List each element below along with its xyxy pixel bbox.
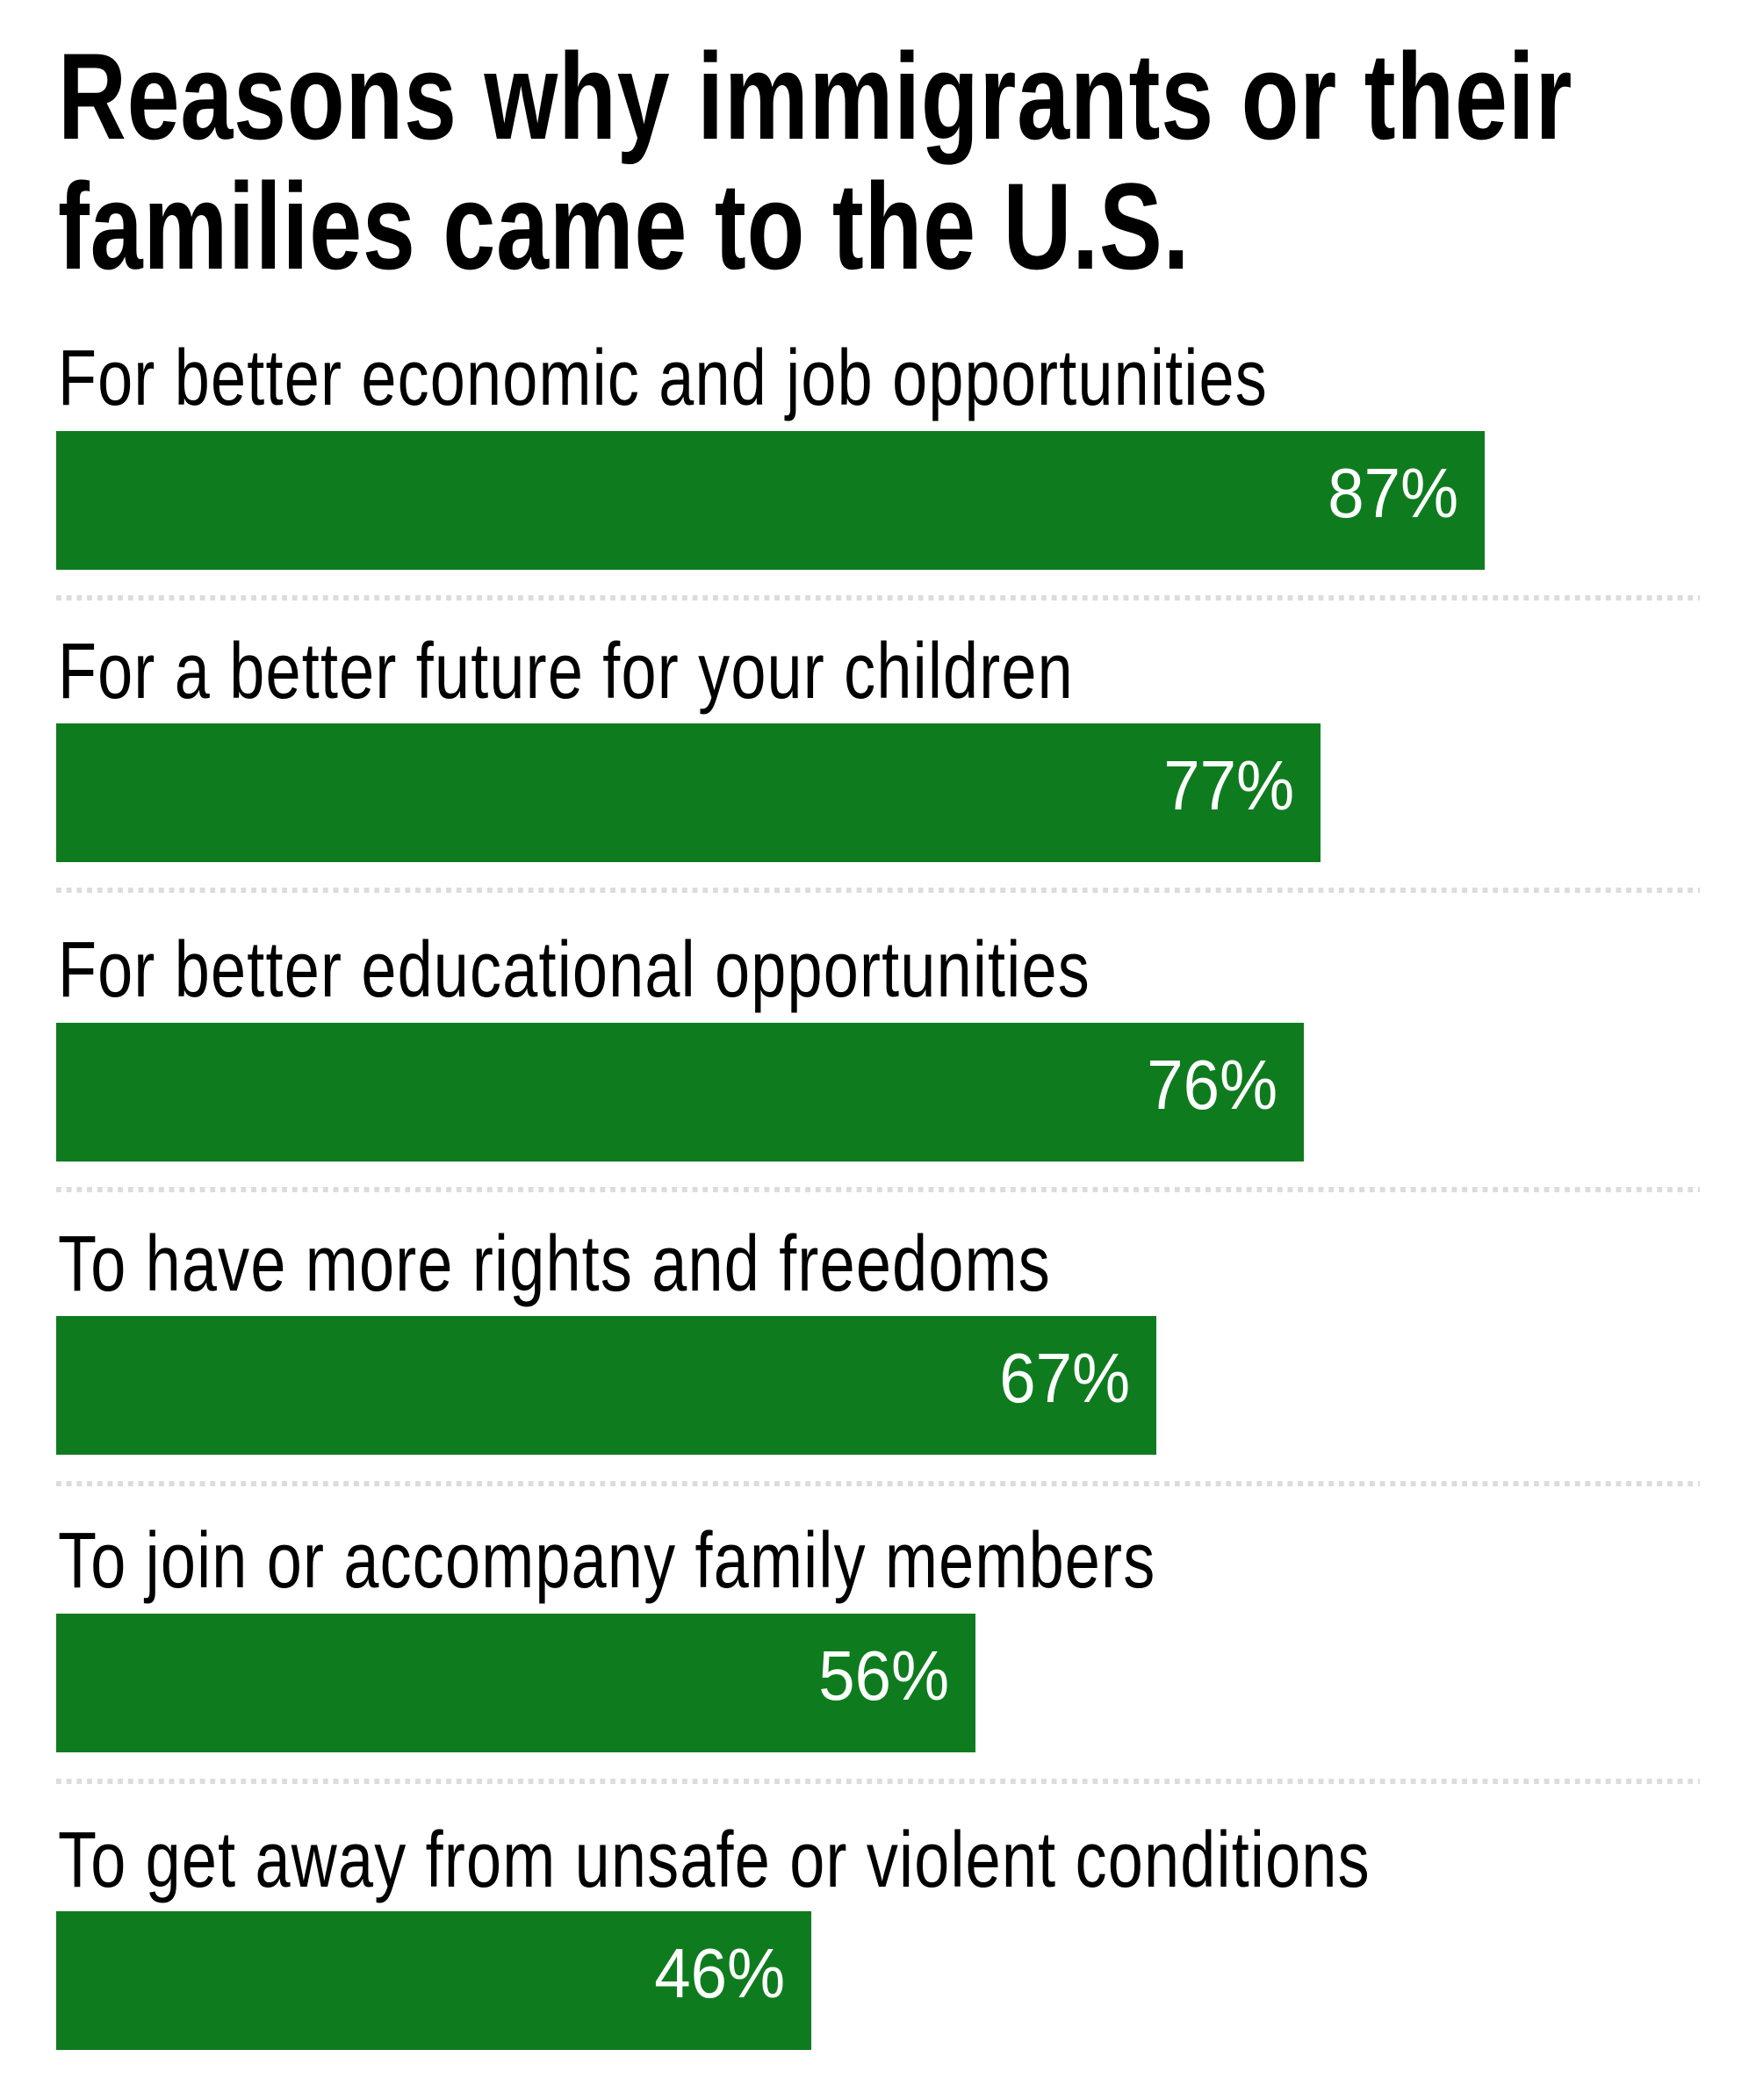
bar-value-label: 87%	[1327, 454, 1458, 532]
bar: 77%	[56, 723, 1321, 862]
category-label: For a better future for your children	[58, 628, 1074, 716]
bar: 67%	[56, 1316, 1156, 1455]
bar-value-label: 46%	[654, 1934, 786, 2012]
row-separator	[56, 1187, 1700, 1192]
bar-value-label: 56%	[818, 1636, 950, 1715]
category-label: To join or accompany family members	[58, 1517, 1156, 1605]
category-label: For better economic and job opportunitie…	[58, 334, 1268, 422]
row-separator	[56, 595, 1700, 601]
category-label: For better educational opportunities	[58, 926, 1090, 1014]
row-separator	[56, 1481, 1700, 1486]
bar-value-label: 77%	[1162, 746, 1294, 824]
chart-title-line-1: Reasons why immigrants or their	[58, 27, 1573, 165]
row-separator	[56, 888, 1700, 893]
bar: 76%	[56, 1023, 1305, 1161]
bar: 87%	[56, 431, 1485, 570]
row-separator	[56, 1779, 1700, 1784]
bar: 46%	[56, 1911, 812, 2050]
bar: 56%	[56, 1614, 976, 1752]
bar-value-label: 76%	[1147, 1046, 1278, 1124]
category-label: To have more rights and freedoms	[58, 1220, 1051, 1308]
category-label: To get away from unsafe or violent condi…	[58, 1816, 1371, 1904]
bar-value-label: 67%	[998, 1339, 1130, 1417]
chart-title-line-2: families came to the U.S.	[58, 157, 1191, 295]
